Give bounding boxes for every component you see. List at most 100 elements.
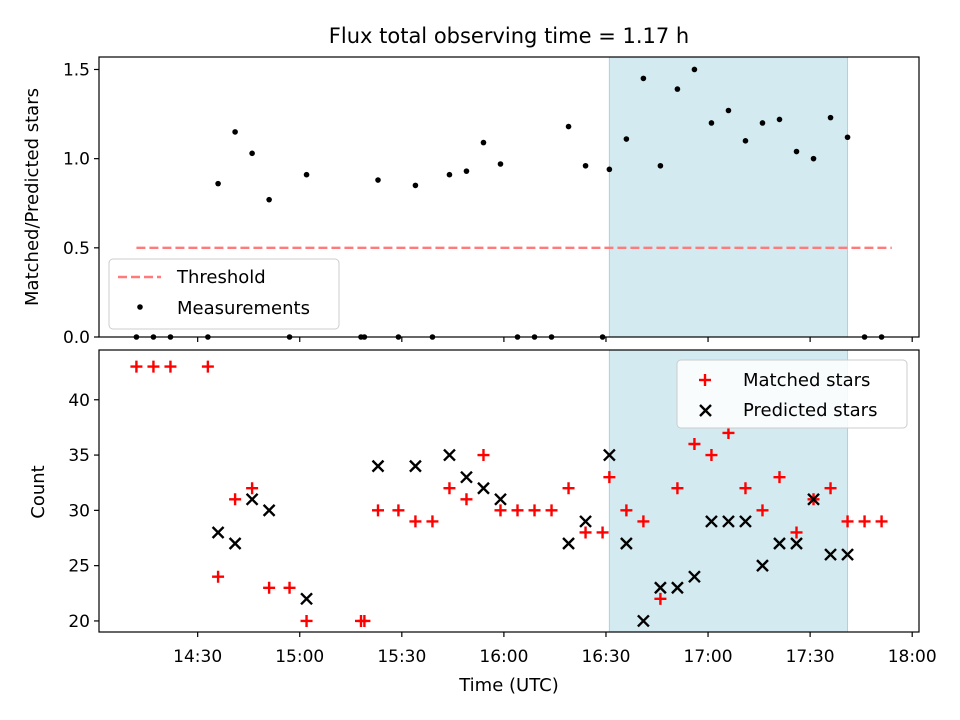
predicted-star-point	[245, 492, 259, 506]
measurement-point	[375, 177, 381, 183]
predicted-star-point	[739, 515, 752, 528]
predicted-star-point	[722, 515, 735, 528]
y-tick-label: 0.0	[63, 328, 90, 348]
predicted-star-point	[705, 515, 718, 528]
measurement-point	[640, 75, 647, 82]
matched-star-point	[705, 449, 718, 462]
measurement-point	[623, 136, 630, 142]
matched-star-point	[790, 526, 803, 539]
x-tick-label: 16:00	[479, 647, 528, 667]
predicted-star-point	[807, 492, 820, 506]
matched-legend-label: Matched stars	[743, 370, 870, 391]
predicted-star-point	[562, 537, 575, 550]
matched-star-point	[494, 504, 507, 517]
count-y-axis: 20 25 30 35 40	[68, 391, 99, 632]
ratio-panel: 0.0 0.5 1.0 1.5 Matched/Predicted stars Thr…	[22, 56, 920, 348]
measurement-point	[776, 116, 783, 123]
x-tick-label: 17:30	[786, 647, 835, 667]
measurement-point	[463, 168, 470, 174]
predicted-star-point	[841, 548, 854, 561]
ratio-legend: Threshold Measurements	[108, 258, 340, 330]
measurement-point	[582, 162, 589, 169]
measurement-point	[303, 171, 310, 178]
count-panel-frame	[98, 349, 920, 633]
matched-star-point	[579, 526, 592, 539]
measurement-point	[674, 86, 681, 92]
x-tick-label: 14:30	[173, 647, 222, 667]
measurement-point	[810, 155, 817, 162]
y-tick-label: 1.0	[63, 150, 90, 170]
predicted-legend-label: Predicted stars	[743, 400, 877, 421]
measurement-point	[232, 129, 238, 135]
observing-span	[608, 56, 849, 338]
matched-star-point	[164, 360, 177, 373]
matched-star-point	[229, 493, 242, 506]
matched-star-point	[392, 504, 405, 517]
y-tick-label: 40	[68, 391, 90, 411]
matched-star-point	[511, 504, 524, 517]
matched-star-point	[246, 482, 259, 495]
measurement-point	[708, 120, 715, 126]
measurement-point	[606, 166, 613, 173]
x-tick-label: 17:00	[684, 647, 733, 667]
time-x-axis: 14:30 15:00 15:30 16:00 16:30 17:00 17:30 18:00	[173, 632, 937, 667]
y-tick-label: 30	[68, 501, 90, 521]
matched-star-point	[460, 493, 473, 506]
predicted-star-point	[654, 581, 667, 595]
measurement-point	[565, 123, 572, 130]
predicted-star-points	[211, 448, 854, 628]
x-tick-label: 18:00	[888, 647, 937, 667]
matched-star-point	[443, 482, 456, 495]
x-axis-label: Time (UTC)	[458, 675, 559, 696]
measurement-point	[657, 162, 664, 169]
matched-star-point	[201, 360, 214, 373]
measurement-point	[480, 139, 487, 146]
count-y-label: Count	[28, 465, 49, 518]
measurement-point	[249, 150, 255, 157]
ratio-panel-frame	[98, 56, 920, 338]
matched-star-point	[841, 515, 854, 528]
matched-star-point	[858, 515, 871, 528]
matched-star-point	[358, 614, 371, 627]
y-tick-label: 0.5	[63, 239, 90, 259]
y-tick-label: 20	[68, 612, 90, 632]
matched-star-points	[130, 360, 888, 627]
measurement-point	[412, 182, 419, 189]
matched-star-point	[130, 360, 143, 373]
matched-star-point	[528, 504, 541, 517]
y-tick-label: 35	[68, 446, 90, 466]
matched-star-point	[283, 581, 296, 594]
matched-star-point	[562, 482, 575, 495]
predicted-star-point	[262, 504, 276, 517]
matched-star-point	[603, 471, 616, 484]
predicted-star-point	[228, 537, 242, 550]
predicted-star-point	[371, 459, 385, 473]
ratio-x-ticks	[197, 337, 913, 342]
matched-star-point	[773, 471, 786, 484]
matched-legend-swatch	[699, 374, 711, 386]
x-tick-label: 15:30	[377, 647, 426, 667]
matched-star-point	[824, 482, 837, 495]
measurement-point	[446, 171, 453, 178]
measurement-point	[266, 196, 272, 203]
predicted-star-point	[494, 492, 507, 506]
measurement-point	[215, 180, 221, 187]
matched-star-point	[875, 515, 888, 528]
matched-star-point	[263, 581, 276, 594]
measurements-legend-swatch	[137, 304, 143, 310]
measurement-point	[844, 134, 851, 141]
predicted-star-point	[756, 559, 769, 572]
matched-star-point	[596, 526, 609, 539]
matched-star-point	[300, 614, 313, 627]
x-tick-label: 16:30	[581, 647, 630, 667]
predicted-star-point	[211, 526, 225, 539]
predicted-star-point	[773, 537, 786, 550]
x-tick-label: 15:00	[275, 647, 324, 667]
matched-star-point	[739, 482, 752, 495]
chart-title: Flux total observing time = 1.17 h	[329, 24, 689, 48]
measurement-point	[759, 120, 766, 126]
y-tick-label: 1.5	[63, 60, 90, 80]
measurement-point	[497, 161, 504, 167]
ratio-y-axis: 0.0 0.5 1.0 1.5	[63, 60, 99, 348]
